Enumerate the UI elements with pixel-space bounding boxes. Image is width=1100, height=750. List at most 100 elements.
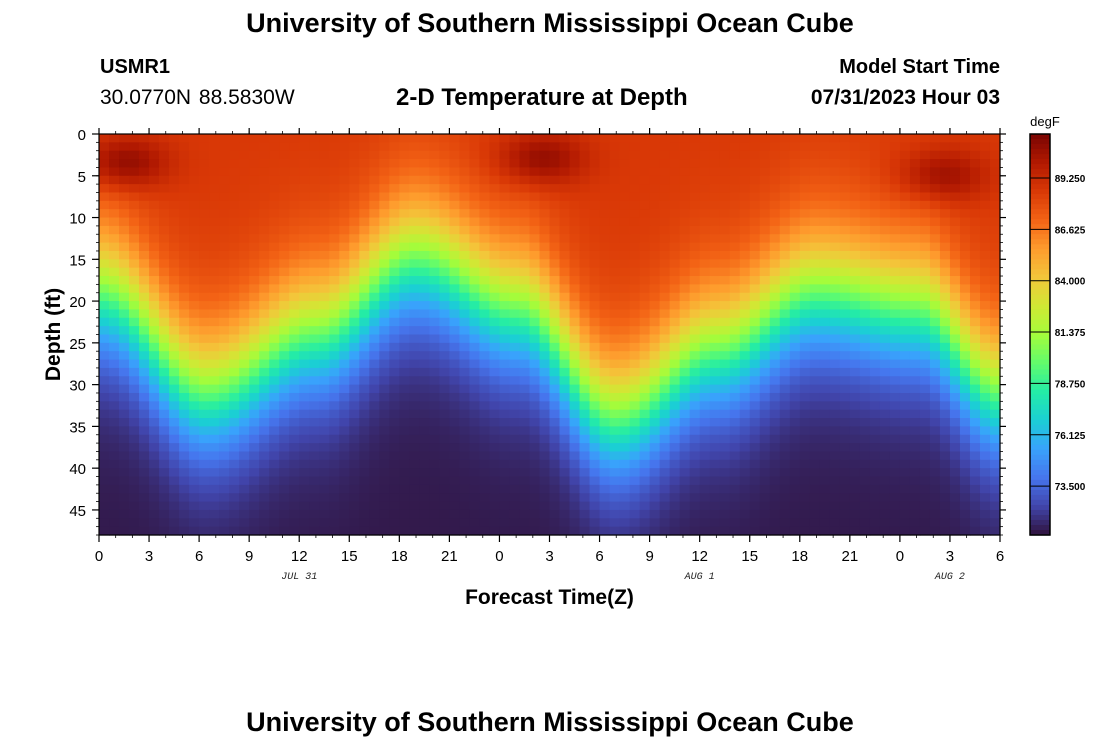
- heatmap-cell: [219, 493, 230, 503]
- heatmap-cell: [609, 418, 621, 427]
- heatmap-cell: [229, 317, 240, 327]
- heatmap-cell: [599, 326, 611, 336]
- heatmap-cell: [749, 284, 761, 294]
- heatmap-cell: [939, 175, 951, 185]
- heatmap-cell: [819, 309, 831, 319]
- heatmap-cell: [529, 142, 541, 152]
- heatmap-cell: [389, 192, 400, 202]
- heatmap-cell: [269, 234, 280, 244]
- heatmap-cell: [429, 159, 440, 169]
- heatmap-cell: [629, 468, 641, 478]
- heatmap-cell: [689, 351, 701, 361]
- heatmap-cell: [849, 426, 861, 436]
- heatmap-cell: [249, 167, 260, 177]
- heatmap-cell: [859, 459, 871, 469]
- heatmap-cell: [219, 376, 230, 386]
- heatmap-cell: [579, 392, 591, 402]
- heatmap-cell: [359, 167, 370, 177]
- heatmap-cell: [929, 484, 941, 494]
- heatmap-cell: [99, 334, 110, 344]
- heatmap-cell: [849, 292, 861, 302]
- heatmap-cell: [219, 276, 230, 285]
- heatmap-cell: [689, 200, 701, 210]
- heatmap-cell: [739, 493, 751, 503]
- heatmap-cell: [899, 309, 911, 319]
- heatmap-cell: [599, 342, 611, 352]
- heatmap-cell: [179, 150, 190, 160]
- heatmap-cell: [389, 401, 400, 411]
- heatmap-cell: [349, 217, 360, 227]
- heatmap-cell: [659, 526, 671, 536]
- heatmap-cell: [799, 351, 811, 361]
- heatmap-cell: [919, 292, 931, 302]
- heatmap-cell: [739, 317, 751, 327]
- heatmap-cell: [579, 359, 591, 369]
- heatmap-cell: [519, 418, 531, 427]
- heatmap-cell: [819, 367, 831, 377]
- heatmap-cell: [339, 334, 350, 344]
- heatmap-cell: [989, 518, 1001, 528]
- heatmap-cell: [889, 250, 901, 260]
- heatmap-cell: [989, 392, 1001, 402]
- heatmap-cell: [729, 518, 741, 528]
- heatmap-cell: [559, 326, 571, 336]
- heatmap-cell: [949, 159, 961, 169]
- heatmap-cell: [139, 209, 150, 219]
- heatmap-cell: [719, 267, 731, 277]
- heatmap-cell: [739, 175, 751, 185]
- heatmap-cell: [149, 225, 160, 235]
- heatmap-cell: [369, 192, 380, 202]
- heatmap-cell: [639, 250, 651, 260]
- heatmap-cell: [289, 134, 300, 143]
- heatmap-cell: [529, 476, 541, 486]
- heatmap-cell: [939, 426, 951, 436]
- heatmap-cell: [609, 175, 621, 185]
- heatmap-cell: [529, 401, 541, 411]
- heatmap-cell: [759, 309, 771, 319]
- heatmap-cell: [969, 484, 981, 494]
- heatmap-cell: [819, 501, 831, 511]
- heatmap-cell: [149, 326, 160, 336]
- heatmap-cell: [799, 267, 811, 277]
- heatmap-cell: [849, 351, 861, 361]
- heatmap-cell: [299, 434, 310, 444]
- heatmap-cell: [229, 493, 240, 503]
- heatmap-cell: [479, 376, 491, 386]
- heatmap-cell: [729, 443, 741, 453]
- heatmap-cell: [839, 468, 851, 478]
- heatmap-cell: [339, 459, 350, 469]
- heatmap-cell: [249, 217, 260, 227]
- heatmap-cell: [849, 326, 861, 336]
- heatmap-cell: [189, 509, 200, 519]
- heatmap-cell: [99, 259, 110, 269]
- heatmap-cell: [149, 476, 160, 486]
- heatmap-cell: [489, 509, 501, 519]
- heatmap-cell: [669, 242, 681, 252]
- heatmap-cell: [969, 359, 981, 369]
- heatmap-cell: [859, 234, 871, 244]
- heatmap-cell: [609, 225, 621, 235]
- heatmap-cell: [869, 376, 881, 386]
- heatmap-cell: [939, 326, 951, 336]
- heatmap-cell: [99, 501, 110, 511]
- heatmap-cell: [209, 501, 220, 511]
- heatmap-cell: [899, 476, 911, 486]
- heatmap-cell: [539, 217, 551, 227]
- heatmap-cell: [859, 159, 871, 169]
- heatmap-cell: [719, 342, 731, 352]
- heatmap-cell: [279, 200, 290, 210]
- heatmap-cell: [949, 384, 961, 394]
- heatmap-cell: [199, 225, 210, 235]
- heatmap-cell: [789, 451, 801, 461]
- heatmap-cell: [979, 284, 991, 294]
- heatmap-cell: [489, 451, 501, 461]
- heatmap-cell: [719, 259, 731, 269]
- heatmap-cell: [649, 367, 661, 377]
- heatmap-cell: [509, 167, 521, 177]
- heatmap-cell: [119, 276, 130, 285]
- heatmap-cell: [229, 167, 240, 177]
- heatmap-cell: [759, 459, 771, 469]
- heatmap-cell: [109, 434, 120, 444]
- heatmap-cell: [809, 150, 821, 160]
- heatmap-cell: [289, 259, 300, 269]
